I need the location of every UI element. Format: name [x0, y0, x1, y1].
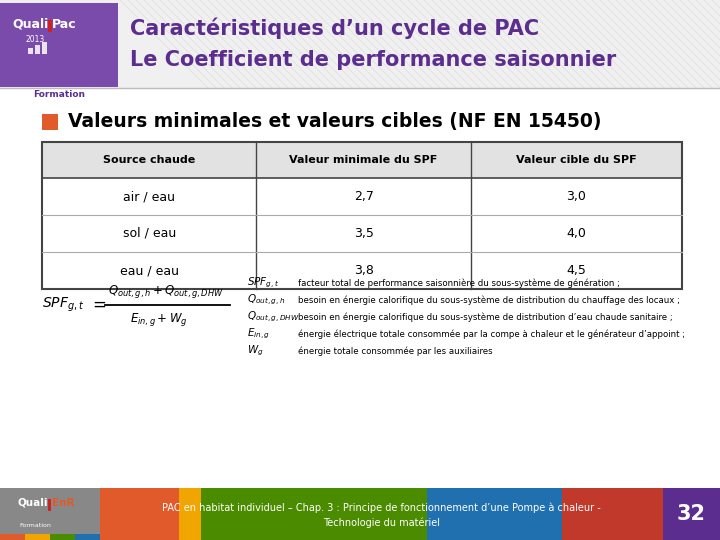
Text: eau / eau: eau / eau — [120, 264, 179, 277]
Bar — [42, 142, 682, 178]
Text: air / eau: air / eau — [123, 190, 175, 203]
Text: 4,0: 4,0 — [567, 227, 586, 240]
Text: $SPF_{g,t}$: $SPF_{g,t}$ — [42, 296, 84, 314]
Text: $W_g$: $W_g$ — [247, 344, 264, 358]
Text: besoin en énergie calorifique du sous-système de distribution du chauffage des l: besoin en énergie calorifique du sous-sy… — [298, 295, 680, 305]
Text: Quali: Quali — [18, 497, 48, 508]
Text: Pac: Pac — [52, 17, 76, 30]
Text: $Q_{out,g,DHW}$: $Q_{out,g,DHW}$ — [247, 310, 300, 324]
Bar — [426, 488, 562, 540]
Bar — [48, 20, 52, 32]
Text: PAC en habitat individuel – Chap. 3 : Principe de fonctionnement d’une Pompe à c: PAC en habitat individuel – Chap. 3 : Pr… — [162, 503, 601, 513]
Bar — [0, 3, 118, 87]
Text: =: = — [92, 296, 106, 314]
Bar — [562, 488, 663, 540]
Text: Le Coefficient de performance saisonnier: Le Coefficient de performance saisonnier — [130, 50, 616, 70]
Text: Valeur cible du SPF: Valeur cible du SPF — [516, 155, 636, 165]
Text: 3,8: 3,8 — [354, 264, 374, 277]
Text: Quali: Quali — [12, 17, 48, 30]
Text: énergie totale consommée par les auxiliaires: énergie totale consommée par les auxilia… — [298, 346, 492, 356]
Text: $E_{in,g} + W_g$: $E_{in,g} + W_g$ — [130, 310, 188, 327]
Text: 4,5: 4,5 — [567, 264, 586, 277]
Bar — [0, 0, 720, 88]
Bar — [0, 488, 100, 540]
Bar — [0, 534, 25, 540]
Text: Valeur minimale du SPF: Valeur minimale du SPF — [289, 155, 438, 165]
Bar — [202, 488, 426, 540]
Text: 3,0: 3,0 — [567, 190, 586, 203]
Bar — [35, 45, 40, 54]
Text: $Q_{out,g,h} + Q_{out,g,DHW}$: $Q_{out,g,h} + Q_{out,g,DHW}$ — [108, 284, 224, 300]
Text: facteur total de performance saisonnière du sous-système de génération ;: facteur total de performance saisonnière… — [298, 278, 620, 288]
Bar — [75, 534, 100, 540]
Bar — [663, 488, 720, 540]
Text: $E_{in,g}$: $E_{in,g}$ — [247, 327, 270, 341]
Bar — [42, 114, 58, 130]
Text: sol / eau: sol / eau — [122, 227, 176, 240]
Text: 3,5: 3,5 — [354, 227, 374, 240]
Bar — [25, 534, 50, 540]
Bar — [42, 142, 682, 289]
Bar — [179, 488, 202, 540]
Text: Technologie du matériel: Technologie du matériel — [323, 517, 440, 528]
Text: 32: 32 — [677, 504, 706, 524]
Bar — [50, 534, 75, 540]
Text: Formation: Formation — [19, 523, 51, 528]
Bar — [100, 488, 179, 540]
Bar — [42, 42, 47, 54]
Text: $Q_{out,g,h}$: $Q_{out,g,h}$ — [247, 293, 285, 307]
Text: Caractéristiques d’un cycle de PAC: Caractéristiques d’un cycle de PAC — [130, 17, 539, 39]
Text: EnR: EnR — [52, 497, 74, 508]
Text: $SPF_{g,t}$: $SPF_{g,t}$ — [247, 276, 279, 290]
Text: énergie électrique totale consommée par la compe à chaleur et le générateur d’ap: énergie électrique totale consommée par … — [298, 329, 685, 339]
Text: besoin en énergie calorifique du sous-système de distribution d’eau chaude sanit: besoin en énergie calorifique du sous-sy… — [298, 312, 672, 322]
Bar — [28, 48, 33, 54]
Text: Formation: Formation — [33, 90, 85, 99]
Text: Source chaude: Source chaude — [103, 155, 195, 165]
Bar — [48, 500, 51, 511]
Text: 2013: 2013 — [25, 36, 45, 44]
Text: 2,7: 2,7 — [354, 190, 374, 203]
Text: Valeurs minimales et valeurs cibles (NF EN 15450): Valeurs minimales et valeurs cibles (NF … — [68, 112, 601, 132]
